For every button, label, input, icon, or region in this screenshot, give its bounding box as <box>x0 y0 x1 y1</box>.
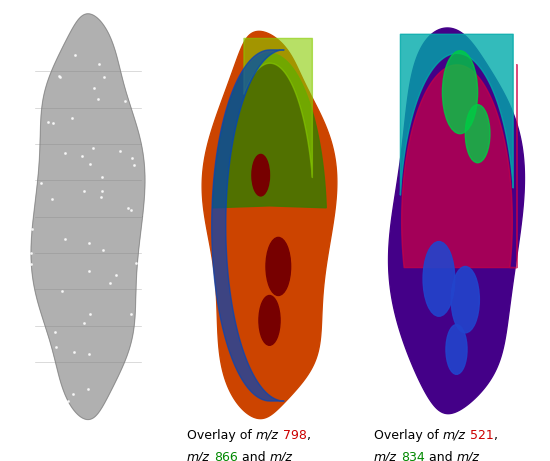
Point <box>89 144 97 152</box>
Point <box>90 84 98 91</box>
Circle shape <box>446 325 467 374</box>
Point <box>98 174 107 181</box>
Polygon shape <box>388 28 525 414</box>
Point <box>54 72 63 80</box>
Point <box>106 279 114 287</box>
Point <box>58 288 67 295</box>
Circle shape <box>423 242 455 316</box>
Point <box>122 388 130 396</box>
Point <box>43 118 52 126</box>
Text: 521: 521 <box>470 429 493 442</box>
Point <box>120 364 129 371</box>
Text: m/z: m/z <box>270 451 292 461</box>
Point <box>43 354 52 361</box>
Point <box>77 153 86 160</box>
Point <box>61 149 70 156</box>
Point <box>117 62 126 70</box>
Text: m/z: m/z <box>374 451 397 461</box>
Point <box>124 204 133 212</box>
Text: m/z: m/z <box>256 429 279 442</box>
Text: Overlay of: Overlay of <box>187 429 256 442</box>
Point <box>129 161 138 169</box>
Point <box>128 154 136 161</box>
Text: ,: , <box>307 429 311 442</box>
Text: 866: 866 <box>214 451 238 461</box>
Point <box>70 51 79 59</box>
Point <box>27 225 36 232</box>
Point <box>98 187 107 195</box>
Point <box>70 349 79 356</box>
Point <box>85 160 94 167</box>
Point <box>85 267 94 274</box>
Circle shape <box>451 266 480 333</box>
Circle shape <box>259 296 280 345</box>
Point <box>126 310 135 318</box>
Text: ,: , <box>493 429 498 442</box>
Text: and: and <box>238 451 270 461</box>
Point <box>84 350 93 358</box>
Circle shape <box>252 154 270 196</box>
Point <box>69 390 78 398</box>
Text: 834: 834 <box>401 451 425 461</box>
Point <box>100 74 108 81</box>
Point <box>49 119 58 126</box>
Point <box>56 73 64 81</box>
Point <box>80 319 89 327</box>
Text: m/z: m/z <box>187 451 210 461</box>
Point <box>36 179 45 187</box>
Point <box>57 39 65 46</box>
Point <box>112 271 120 278</box>
Point <box>26 261 35 268</box>
Point <box>94 95 103 103</box>
Point <box>68 114 76 121</box>
Point <box>120 97 129 104</box>
Circle shape <box>442 51 477 134</box>
Point <box>85 240 94 247</box>
Point <box>140 345 149 353</box>
Polygon shape <box>31 14 145 420</box>
Text: and: and <box>425 451 456 461</box>
Point <box>80 187 89 195</box>
Point <box>30 70 38 77</box>
Text: A: A <box>144 389 159 408</box>
Text: B: B <box>331 389 345 408</box>
Point <box>26 249 35 257</box>
Text: 798: 798 <box>283 429 307 442</box>
Text: m/z: m/z <box>443 429 466 442</box>
Text: C: C <box>518 389 532 408</box>
Polygon shape <box>213 53 326 208</box>
Point <box>132 259 141 266</box>
Point <box>60 235 69 242</box>
Point <box>85 310 94 318</box>
Point <box>118 38 127 46</box>
Circle shape <box>465 105 490 163</box>
Point <box>98 246 107 254</box>
Text: Overlay of: Overlay of <box>374 429 443 442</box>
Point <box>45 53 53 60</box>
Point <box>141 47 150 54</box>
Point <box>48 195 57 202</box>
Point <box>126 206 135 213</box>
Point <box>95 60 104 68</box>
Circle shape <box>266 237 290 296</box>
Point <box>32 343 41 351</box>
Point <box>139 243 148 251</box>
Point <box>52 343 60 351</box>
Point <box>83 385 92 393</box>
Point <box>51 328 59 335</box>
Point <box>31 332 40 340</box>
Point <box>97 194 106 201</box>
Point <box>63 398 72 405</box>
Point <box>116 147 124 154</box>
Text: m/z: m/z <box>456 451 479 461</box>
Polygon shape <box>202 31 337 419</box>
